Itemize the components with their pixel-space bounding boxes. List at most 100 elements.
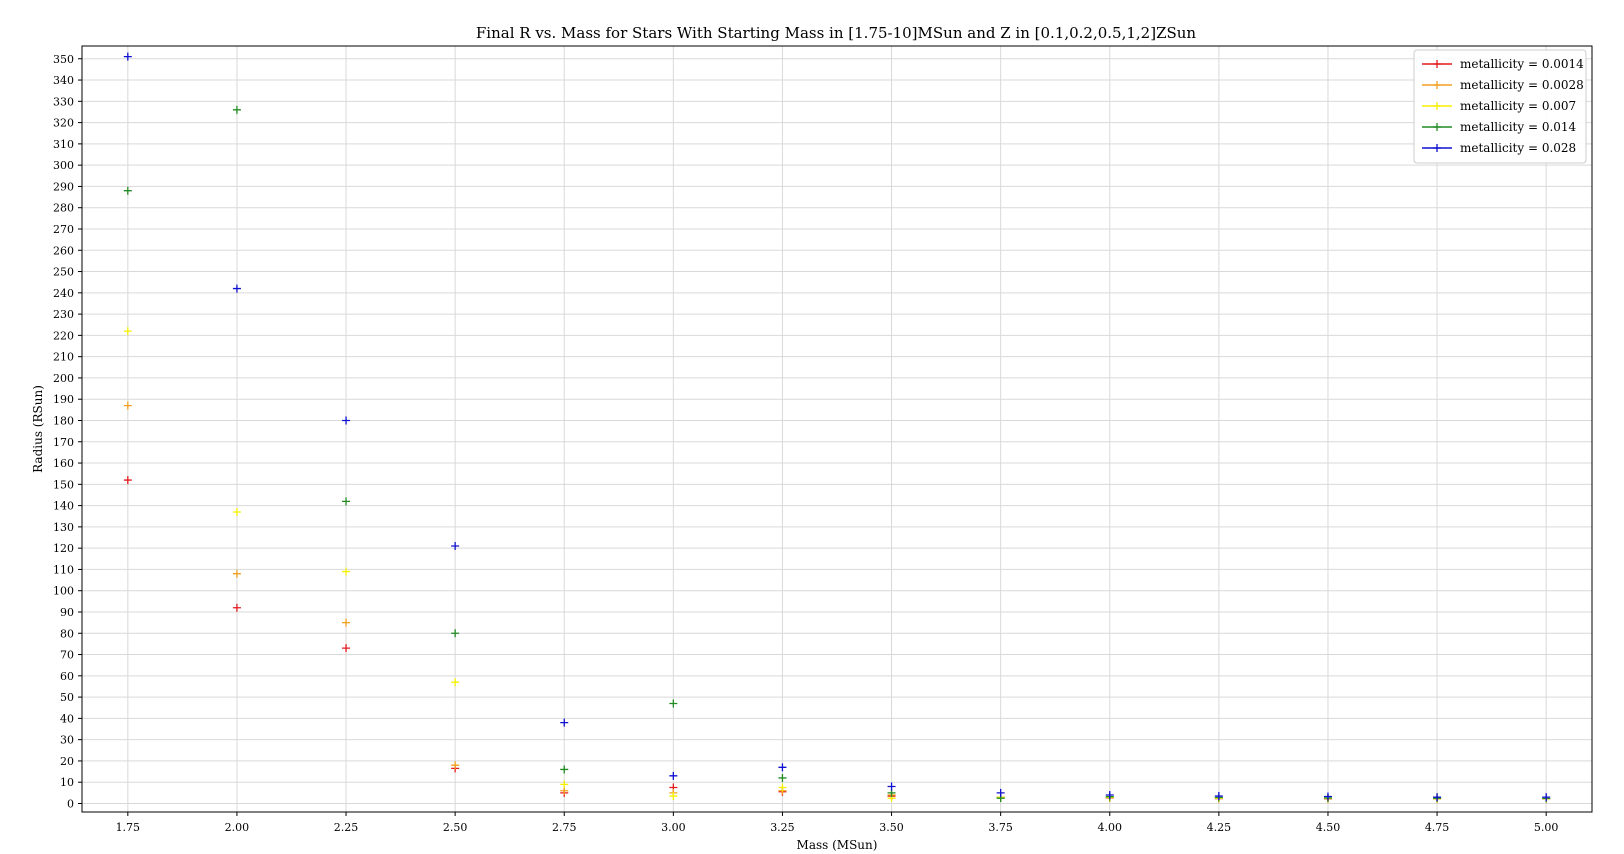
- x-tick-label: 4.00: [1098, 821, 1123, 834]
- data-point: [232, 569, 241, 578]
- y-tick-label: 0: [67, 797, 74, 810]
- data-point: [560, 765, 569, 774]
- data-point: [669, 771, 678, 780]
- data-point: [1542, 793, 1551, 802]
- y-tick-label: 60: [60, 670, 74, 683]
- y-tick-label: 180: [53, 414, 74, 427]
- legend-marker: [1433, 102, 1441, 110]
- legend-marker: [1433, 81, 1441, 89]
- legend-item: metallicity = 0.007: [1422, 99, 1576, 113]
- y-tick-label: 240: [53, 287, 74, 300]
- y-tick-label: 260: [53, 244, 74, 257]
- y-tick-label: 300: [53, 159, 74, 172]
- legend-marker: [1433, 123, 1441, 131]
- x-tick-label: 3.75: [988, 821, 1013, 834]
- data-point: [123, 401, 132, 410]
- y-tick-label: 100: [53, 585, 74, 598]
- y-tick-label: 330: [53, 95, 74, 108]
- data-point: [451, 542, 460, 551]
- x-axis-label: Mass (MSun): [797, 838, 878, 852]
- data-point: [451, 678, 460, 687]
- data-point: [123, 52, 132, 61]
- y-tick-label: 40: [60, 712, 74, 725]
- data-point: [123, 186, 132, 195]
- legend-label: metallicity = 0.028: [1460, 141, 1576, 155]
- x-tick-label: 3.25: [770, 821, 795, 834]
- y-tick-label: 190: [53, 393, 74, 406]
- y-tick-label: 10: [60, 776, 74, 789]
- plot-frame: [81, 45, 1593, 813]
- legend-marker: [1433, 60, 1441, 68]
- y-tick-label: 50: [60, 691, 74, 704]
- data-point: [560, 780, 569, 789]
- y-axis-ticks: 0 10 20 30 40 50 60 70 80 90 100 110 120 130 140 150 160…: [53, 53, 82, 810]
- data-point: [232, 284, 241, 293]
- legend-item: metallicity = 0.0014: [1422, 57, 1584, 71]
- y-tick-label: 150: [53, 478, 74, 491]
- x-axis-ticks: 1.75 2.00 2.25 2.50 2.75 3.00 3.25 3.50 3.75 4.00…: [116, 812, 1559, 834]
- y-tick-label: 170: [53, 436, 74, 449]
- y-tick-label: 280: [53, 202, 74, 215]
- data-point: [1105, 790, 1114, 799]
- data-point: [342, 497, 351, 506]
- y-tick-label: 30: [60, 734, 74, 747]
- x-tick-label: 2.75: [552, 821, 577, 834]
- legend-item: metallicity = 0.014: [1422, 120, 1577, 134]
- y-tick-label: 210: [53, 351, 74, 364]
- y-tick-label: 340: [53, 74, 74, 87]
- legend-marker: [1433, 144, 1441, 152]
- data-point: [342, 567, 351, 576]
- y-tick-label: 310: [53, 138, 74, 151]
- data-point: [451, 761, 460, 770]
- x-tick-label: 5.00: [1534, 821, 1559, 834]
- y-tick-label: 80: [60, 627, 74, 640]
- y-tick-label: 110: [53, 563, 74, 576]
- grid-lines: [82, 46, 1592, 812]
- legend-item: metallicity = 0.0028: [1422, 78, 1584, 92]
- y-tick-label: 270: [53, 223, 74, 236]
- data-point: [996, 788, 1005, 797]
- data-point: [560, 718, 569, 727]
- x-tick-label: 3.50: [879, 821, 904, 834]
- y-tick-label: 350: [53, 53, 74, 66]
- x-tick-label: 4.25: [1207, 821, 1232, 834]
- y-axis-label: Radius (RSun): [31, 385, 45, 473]
- y-tick-label: 200: [53, 372, 74, 385]
- y-tick-label: 160: [53, 457, 74, 470]
- data-point: [232, 507, 241, 516]
- data-point: [342, 644, 351, 653]
- data-point: [342, 416, 351, 425]
- y-tick-label: 20: [60, 755, 74, 768]
- data-point: [778, 773, 787, 782]
- y-tick-label: 130: [53, 521, 74, 534]
- legend: metallicity = 0.0014 metallicity = 0.0028…: [1413, 49, 1587, 164]
- y-tick-label: 290: [53, 180, 74, 193]
- x-tick-label: 2.00: [225, 821, 250, 834]
- y-tick-label: 250: [53, 266, 74, 279]
- data-point: [342, 618, 351, 627]
- data-point: [232, 105, 241, 114]
- legend-item: metallicity = 0.028: [1422, 141, 1576, 155]
- data-point: [451, 629, 460, 638]
- data-point: [778, 763, 787, 772]
- x-tick-label: 2.50: [443, 821, 468, 834]
- x-tick-label: 4.75: [1425, 821, 1450, 834]
- y-tick-label: 140: [53, 500, 74, 513]
- data-point: [232, 603, 241, 612]
- data-point: [1433, 793, 1442, 802]
- y-tick-label: 90: [60, 606, 74, 619]
- legend-label: metallicity = 0.007: [1460, 99, 1576, 113]
- x-tick-label: 2.25: [334, 821, 359, 834]
- data-point: [123, 327, 132, 336]
- data-point: [1214, 792, 1223, 801]
- y-tick-label: 320: [53, 117, 74, 130]
- series-markers: [123, 52, 1551, 802]
- y-tick-label: 230: [53, 308, 74, 321]
- x-tick-label: 1.75: [116, 821, 141, 834]
- x-tick-label: 4.50: [1316, 821, 1341, 834]
- y-tick-label: 220: [53, 329, 74, 342]
- data-point: [778, 783, 787, 792]
